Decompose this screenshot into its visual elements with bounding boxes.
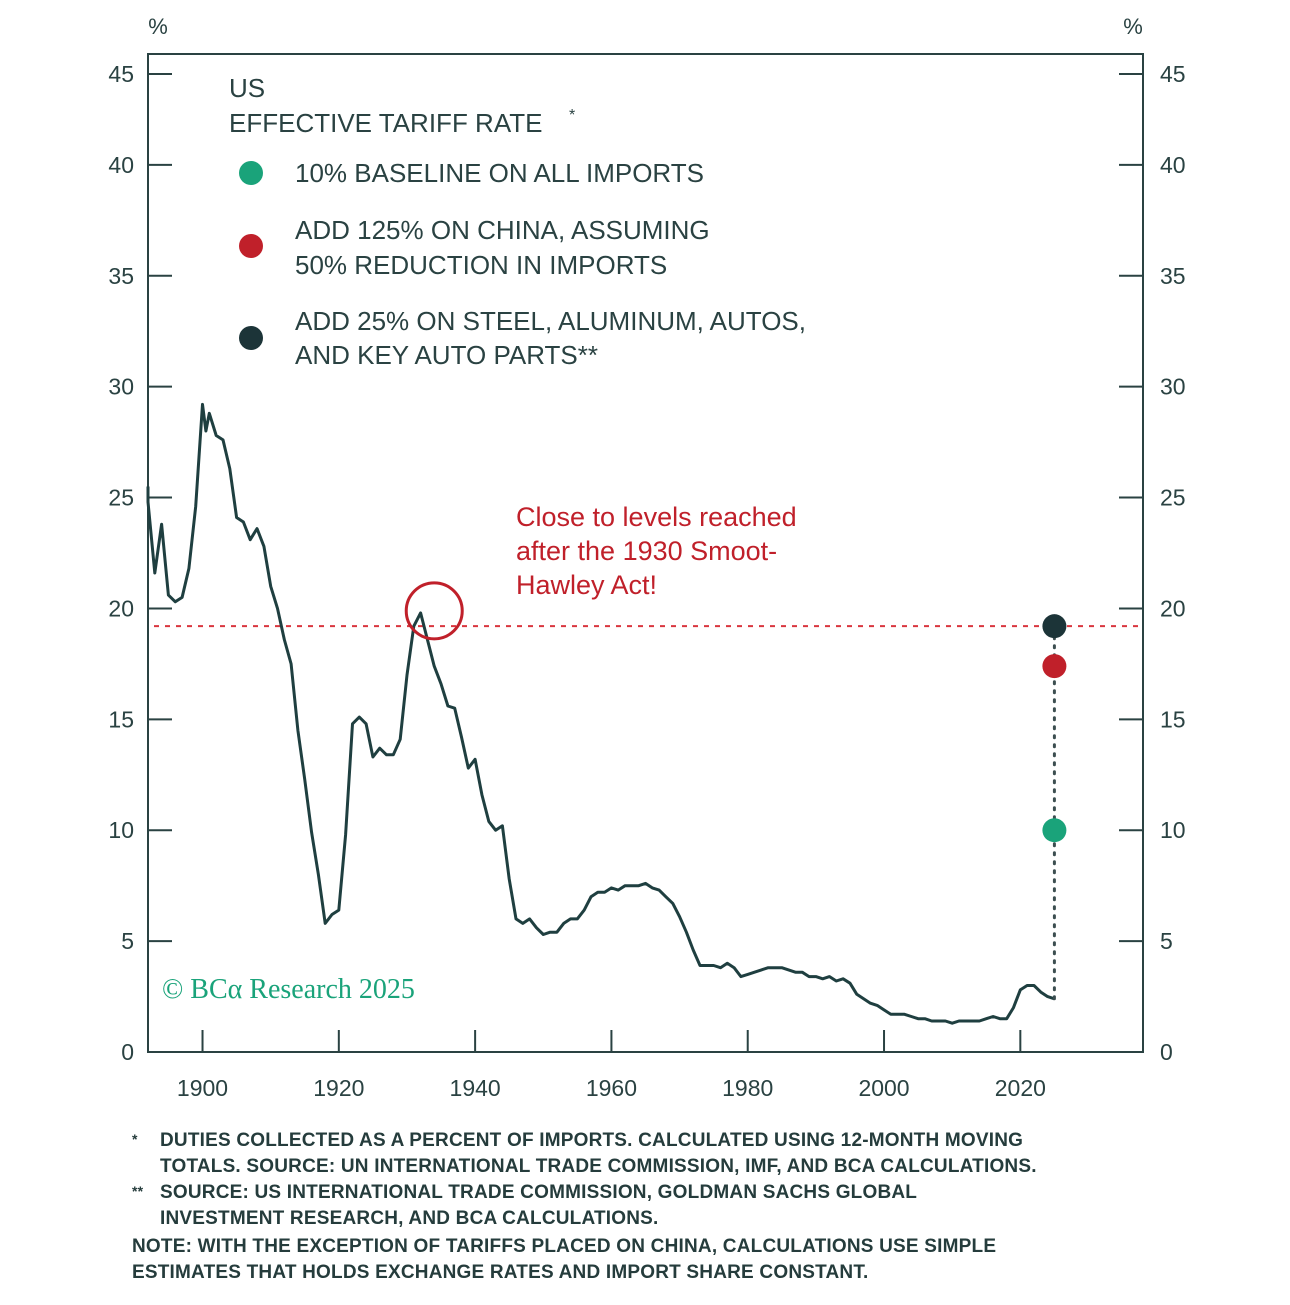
footnote-1-mark: * — [132, 1131, 138, 1147]
legend: US EFFECTIVE TARIFF RATE * 10% BASELINE ON … — [229, 73, 806, 370]
y-tick-label-left: 15 — [108, 706, 134, 732]
y-tick-label-right: 15 — [1160, 706, 1186, 732]
scenario-point-2 — [1042, 654, 1067, 679]
y-tick-label-left: 5 — [121, 928, 134, 954]
legend-title-line-2: EFFECTIVE TARIFF RATE — [229, 108, 542, 138]
legend-title-mark: * — [569, 107, 575, 124]
note: NOTE: WITH THE EXCEPTION OF TARIFFS PLAC… — [132, 1234, 1272, 1286]
tariff-rate-series-line — [146, 402, 1055, 1025]
legend-label-1-line-1: 10% BASELINE ON ALL IMPORTS — [295, 158, 704, 188]
x-tick-label: 1900 — [177, 1075, 228, 1101]
watermark: © BCα Research 2025 — [162, 974, 415, 1005]
annotation-circle — [404, 581, 464, 641]
y-tick-label-left: 45 — [108, 61, 134, 87]
footnote-2: ** SOURCE: US INTERNATIONAL TRADE COMMIS… — [132, 1180, 1272, 1232]
series-layer — [146, 402, 1067, 1025]
legend-label-2-line-1: ADD 125% ON CHINA, ASSUMING — [295, 215, 710, 245]
footnote-1: * DUTIES COLLECTED AS A PERCENT OF IMPOR… — [132, 1128, 1272, 1180]
scenario-point-3 — [1042, 614, 1067, 639]
y-tick-label-right: 40 — [1160, 152, 1186, 178]
footnote-1-line-2: TOTALS. SOURCE: UN INTERNATIONAL TRADE C… — [160, 1156, 1037, 1177]
y-tick-label-left: 35 — [108, 263, 134, 289]
annotation-text-line: after the 1930 Smoot- — [516, 536, 777, 566]
footnote-2-line-2: INVESTMENT RESEARCH, AND BCA CALCULATION… — [160, 1208, 659, 1229]
y-tick-label-right: 20 — [1160, 595, 1186, 621]
y-tick-label-left: 10 — [108, 817, 134, 843]
scenario-point-1 — [1042, 818, 1067, 843]
y-unit-right: % — [1123, 14, 1143, 39]
annotation-layer: Close to levels reached after the 1930 Sm… — [162, 502, 797, 1005]
y-tick-label-left: 20 — [108, 595, 134, 621]
x-tick-label: 1960 — [586, 1075, 637, 1101]
y-tick-label-right: 10 — [1160, 817, 1186, 843]
legend-title-line-1: US — [229, 73, 265, 103]
legend-swatch-2 — [239, 234, 263, 258]
y-tick-label-left: 40 — [108, 152, 134, 178]
legend-swatch-3 — [239, 326, 263, 350]
legend-label-2-line-2: 50% REDUCTION IN IMPORTS — [295, 250, 667, 280]
footnote-2-line-1: SOURCE: US INTERNATIONAL TRADE COMMISSIO… — [160, 1182, 918, 1203]
footnote-1-line-1: DUTIES COLLECTED AS A PERCENT OF IMPORTS… — [160, 1130, 1024, 1151]
y-tick-label-right: 30 — [1160, 374, 1186, 400]
annotation-text-line: Hawley Act! — [516, 570, 657, 600]
y-unit-left: % — [148, 14, 168, 39]
y-tick-label-right: 0 — [1160, 1039, 1173, 1065]
footnotes: * DUTIES COLLECTED AS A PERCENT OF IMPOR… — [132, 1128, 1272, 1286]
footnote-2-mark: ** — [132, 1183, 144, 1199]
y-tick-label-right: 5 — [1160, 928, 1173, 954]
note-line-2: ESTIMATES THAT HOLDS EXCHANGE RATES AND … — [132, 1262, 869, 1283]
annotation-text-line: Close to levels reached — [516, 502, 797, 532]
x-tick-label: 1980 — [722, 1075, 773, 1101]
legend-label-3-line-2: AND KEY AUTO PARTS** — [295, 340, 598, 370]
legend-swatch-1 — [239, 161, 263, 185]
x-tick-label: 1940 — [450, 1075, 501, 1101]
x-tick-label: 2000 — [858, 1075, 909, 1101]
y-tick-label-left: 30 — [108, 374, 134, 400]
y-tick-label-right: 45 — [1160, 61, 1186, 87]
legend-label-3-line-1: ADD 25% ON STEEL, ALUMINUM, AUTOS, — [295, 306, 806, 336]
y-tick-label-left: 25 — [108, 485, 134, 511]
plot-frame — [147, 53, 1144, 1053]
y-tick-label-left: 0 — [121, 1039, 134, 1065]
y-tick-label-right: 25 — [1160, 485, 1186, 511]
x-tick-label: 1920 — [313, 1075, 364, 1101]
note-line-1: NOTE: WITH THE EXCEPTION OF TARIFFS PLAC… — [132, 1236, 997, 1257]
x-tick-label: 2020 — [995, 1075, 1046, 1101]
y-tick-label-right: 35 — [1160, 263, 1186, 289]
